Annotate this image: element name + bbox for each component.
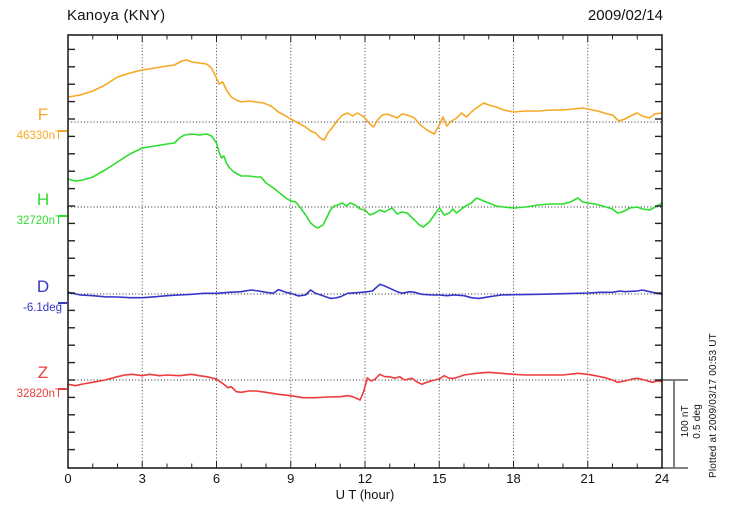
trace-F (67, 59, 663, 141)
x-tick-label-18: 18 (506, 471, 521, 486)
scale-bar-label-nt: 100 nT (680, 405, 691, 438)
trace-Z (67, 371, 663, 401)
component-label-D: D (36, 277, 50, 296)
x-tick-label-12: 12 (357, 471, 373, 486)
x-tick-label-9: 9 (287, 471, 295, 486)
x-tick-label-24: 24 (654, 471, 670, 486)
x-tick-label-6: 6 (212, 471, 221, 486)
component-label-Z: Z (37, 363, 49, 382)
x-tick-label-21: 21 (580, 471, 595, 486)
date-label: 2009/02/14 (587, 7, 663, 24)
component-label-F: F (37, 105, 49, 124)
trace-H (67, 133, 663, 229)
x-tick-label-0: 0 (64, 471, 72, 486)
page-title: Kanoya (KNY) (67, 7, 166, 24)
component-label-H: H (36, 190, 50, 209)
x-axis-title: U T (hour) (335, 487, 395, 502)
plotted-timestamp-note: Plotted at 2009/03/17 00:53 UT (708, 333, 719, 478)
component-value-Z: 32820nT (16, 388, 62, 400)
scale-bar-label-deg: 0.5 deg (692, 404, 703, 439)
x-tick-label-15: 15 (432, 471, 447, 486)
x-tick-label-3: 3 (138, 471, 146, 486)
trace-D (67, 283, 663, 300)
component-value-F: 46330nT (16, 130, 62, 142)
component-value-D: -6.1deg (22, 302, 62, 314)
component-value-H: 32720nT (16, 215, 62, 227)
